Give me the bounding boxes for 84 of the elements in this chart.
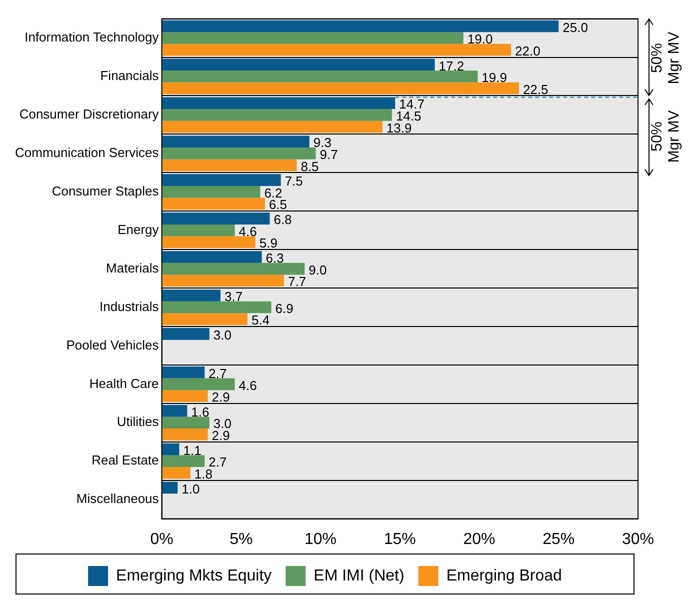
legend-label: EM IMI (Net) — [314, 567, 404, 584]
x-tick-label: 25% — [542, 530, 575, 548]
data-label: 4.6 — [238, 224, 257, 239]
data-label: 17.2 — [438, 58, 464, 74]
y-tick-label: Materials — [106, 260, 160, 276]
y-tick-label: Financials — [100, 68, 160, 84]
bar — [162, 224, 235, 236]
bar — [162, 482, 178, 494]
bar — [162, 443, 180, 456]
data-label: 5.9 — [259, 236, 278, 251]
bar — [162, 20, 559, 32]
bar — [162, 366, 205, 378]
data-label: 1.6 — [191, 404, 210, 420]
bar — [162, 148, 316, 160]
data-label: 3.0 — [213, 328, 232, 343]
legend-label: Emerging Broad — [446, 567, 562, 584]
bar — [162, 328, 210, 340]
y-tick-label: Industrials — [100, 298, 160, 314]
data-label: 5.4 — [251, 312, 270, 328]
data-label: 25.0 — [562, 20, 588, 35]
data-label: 1.1 — [183, 442, 202, 458]
bar — [162, 455, 205, 468]
bar — [162, 70, 478, 82]
bar — [162, 109, 392, 121]
x-tick-label: 0% — [150, 530, 174, 548]
data-label: 7.5 — [284, 174, 303, 189]
data-label: 6.3 — [266, 250, 284, 266]
legend-label: Emerging Mkts Equity — [116, 567, 272, 584]
bar — [162, 262, 305, 275]
data-label: 1.0 — [182, 481, 200, 496]
y-tick-label: Information Technology — [24, 30, 160, 45]
bar — [162, 136, 310, 148]
bar — [162, 212, 270, 224]
bar — [162, 467, 190, 479]
data-label: 4.6 — [238, 378, 257, 393]
bar — [162, 97, 396, 110]
data-label: 2.7 — [208, 366, 227, 381]
data-label: 6.8 — [274, 212, 292, 228]
y-tick-label: Consumer Discretionary — [19, 106, 160, 122]
data-label: 2.9 — [212, 390, 230, 405]
bar — [162, 82, 519, 94]
data-label: 8.5 — [300, 158, 319, 174]
bar — [162, 58, 435, 71]
text: 50% Mgr MV — [648, 110, 683, 163]
bar — [162, 404, 188, 417]
bar — [162, 428, 208, 440]
y-tick-label: Real Estate — [92, 452, 159, 468]
bar — [162, 186, 260, 198]
bar — [162, 44, 512, 56]
data-label: 22.5 — [522, 82, 548, 97]
bar — [162, 301, 272, 314]
y-tick-label: Utilities — [116, 414, 160, 430]
y-tick-label: Energy — [118, 222, 160, 237]
data-label: 9.0 — [308, 262, 327, 278]
y-tick-label: Miscellaneous — [76, 491, 160, 506]
bar — [162, 390, 208, 402]
data-label: 7.7 — [288, 274, 306, 290]
y-tick-label: Pooled Vehicles — [66, 337, 160, 352]
x-tick-label: 30% — [622, 530, 654, 548]
bar — [162, 378, 235, 390]
data-label: 19.9 — [482, 70, 507, 86]
bar — [162, 236, 256, 248]
bar — [162, 416, 210, 429]
bar — [162, 159, 297, 172]
bar — [162, 290, 221, 302]
bar — [162, 313, 248, 325]
data-label: 22.0 — [515, 43, 540, 58]
bar — [162, 120, 382, 133]
data-label: 19.0 — [467, 32, 493, 47]
y-tick-label: Communication Services — [14, 144, 160, 160]
bar — [162, 274, 284, 286]
data-label: 6.9 — [275, 300, 294, 316]
x-tick-label: 15% — [384, 530, 416, 548]
bar — [162, 174, 281, 186]
x-tick-label: 5% — [230, 530, 253, 548]
y-tick-label: Health Care — [89, 376, 159, 391]
y-tick-label: Consumer Staples — [52, 183, 160, 198]
data-label: 3.7 — [224, 289, 243, 304]
x-tick-label: 20% — [463, 530, 496, 548]
text: 50% Mgr MV — [648, 32, 683, 84]
bar — [162, 251, 262, 263]
x-tick-label: 10% — [304, 530, 337, 548]
bar — [162, 32, 464, 44]
bar — [162, 198, 265, 210]
